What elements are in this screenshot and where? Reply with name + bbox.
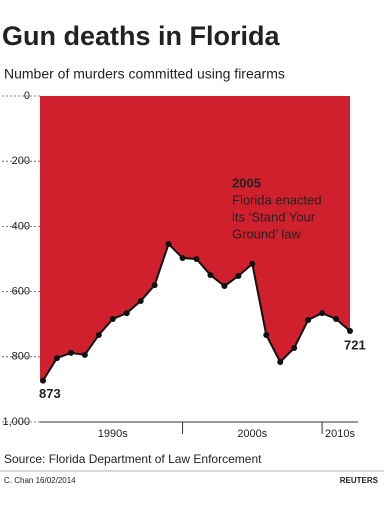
data-point — [53, 355, 60, 362]
chart-subtitle: Number of murders committed using firear… — [4, 66, 285, 82]
area-fill — [40, 96, 350, 381]
y-tick-label: 400 — [12, 220, 30, 232]
y-tick-label: 0 — [24, 90, 30, 102]
data-point — [221, 283, 228, 290]
x-group-label: 2000s — [237, 428, 267, 440]
data-point — [95, 331, 102, 338]
logo: REUTERS — [340, 476, 379, 485]
data-point — [235, 272, 242, 279]
credit: C. Chan 16/02/2014 — [4, 476, 76, 485]
annotation-text: Ground’ law — [232, 226, 301, 241]
data-point — [263, 331, 270, 338]
data-point — [123, 310, 130, 317]
data-point — [319, 310, 326, 317]
data-point — [333, 315, 340, 322]
data-point — [249, 260, 256, 267]
data-point — [277, 359, 284, 366]
data-point — [137, 298, 144, 305]
data-point — [40, 377, 46, 384]
data-point — [151, 282, 158, 289]
data-label: 873 — [39, 386, 61, 401]
annotation-title: 2005 — [232, 175, 261, 190]
y-tick-label: 1,000 — [2, 416, 30, 428]
data-point — [67, 349, 74, 356]
data-point — [165, 241, 172, 248]
y-tick-label: 200 — [12, 155, 30, 167]
data-label: 721 — [344, 337, 366, 352]
data-point — [109, 315, 116, 322]
x-group-label: 1990s — [98, 428, 128, 440]
plot: 0 200 400 600 800 1,000 1990s 2000s 2010s 873 721 2… — [2, 90, 366, 440]
y-tick-label: 800 — [12, 351, 30, 363]
data-point — [291, 344, 298, 351]
y-tick-label: 600 — [12, 286, 30, 298]
data-point — [305, 316, 312, 323]
annotation-text: its ‘Stand Your — [232, 209, 316, 224]
annotation-text: Florida enacted — [232, 192, 322, 207]
source: Source: Florida Department of Law Enforc… — [4, 452, 262, 466]
data-point — [179, 255, 186, 262]
data-point — [347, 328, 353, 335]
data-point — [193, 256, 200, 262]
x-group-label: 2010s — [325, 428, 355, 440]
data-point — [81, 351, 88, 358]
chart-title: Gun deaths in Florida — [2, 21, 280, 51]
data-point — [207, 271, 214, 278]
